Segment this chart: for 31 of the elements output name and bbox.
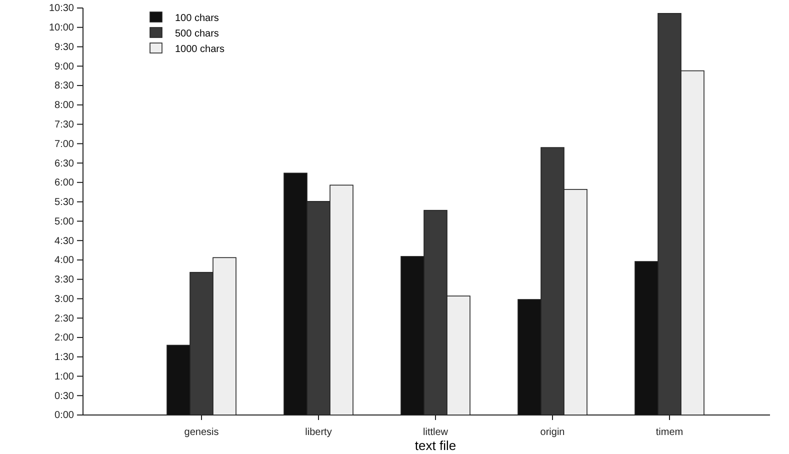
- y-tick-label: 0:30: [54, 390, 74, 402]
- y-tick-label: 6:00: [54, 178, 74, 189]
- y-tick-label: 0:00: [54, 410, 74, 422]
- legend-label: 1000 chars: [175, 44, 224, 55]
- x-tick-label: liberty: [305, 427, 332, 438]
- y-tick-label: 3:30: [54, 274, 74, 286]
- x-tick-label: timem: [656, 427, 684, 438]
- y-tick-label: 10:00: [48, 22, 74, 34]
- y-tick-label: 9:30: [54, 42, 74, 53]
- y-tick-label: 2:30: [54, 313, 74, 324]
- x-axis-title: text file: [414, 438, 456, 453]
- x-tick-label: genesis: [184, 427, 219, 438]
- y-tick-label: 7:30: [54, 119, 74, 130]
- y-tick-label: 3:00: [54, 294, 74, 305]
- x-tick-label: littlew: [422, 427, 449, 438]
- y-tick-label: 1:00: [54, 371, 74, 382]
- y-tick-label: 5:00: [54, 216, 74, 228]
- y-tick-label: 2:00: [54, 332, 74, 344]
- y-tick-label: 9:00: [54, 61, 74, 72]
- y-tick-label: 4:30: [54, 236, 74, 247]
- y-tick-label: 10:30: [48, 3, 74, 14]
- y-tick-label: 8:00: [54, 100, 74, 112]
- y-tick-label: 5:30: [54, 197, 74, 208]
- x-tick-label: origin: [540, 427, 565, 438]
- legend-label: 100 chars: [175, 13, 219, 24]
- y-tick-label: 8:30: [54, 80, 74, 92]
- legend-label: 500 chars: [175, 28, 219, 40]
- y-tick-label: 6:30: [54, 158, 74, 170]
- y-tick-label: 7:00: [54, 138, 74, 150]
- y-tick-label: 1:30: [54, 352, 74, 364]
- y-tick-label: 4:00: [54, 255, 74, 266]
